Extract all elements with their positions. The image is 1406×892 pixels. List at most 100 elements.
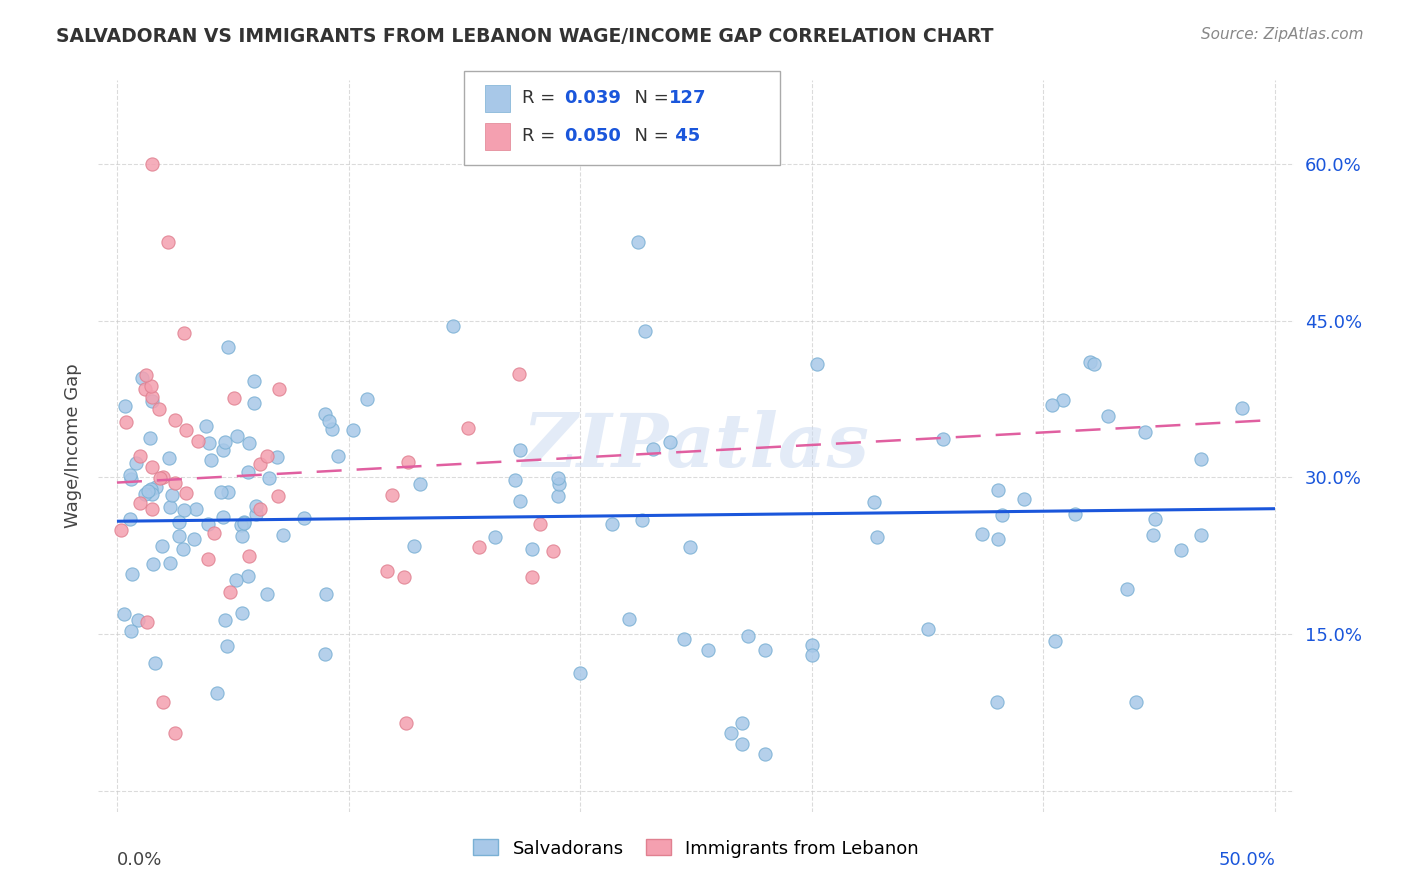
Salvadorans — [634, 324, 657, 338]
Salvadorans — [509, 494, 531, 508]
Text: 50.0%: 50.0% — [1218, 851, 1275, 869]
Salvadorans — [318, 414, 340, 428]
Salvadorans — [259, 471, 281, 485]
Immigrants from Lebanon — [163, 726, 186, 740]
Salvadorans — [548, 477, 571, 491]
Immigrants from Lebanon — [141, 390, 163, 404]
Salvadorans — [631, 513, 654, 527]
Salvadorans — [167, 515, 190, 529]
Salvadorans — [143, 656, 166, 670]
Text: 0.039: 0.039 — [564, 89, 620, 107]
Salvadorans — [186, 501, 208, 516]
Text: ZIPatlas: ZIPatlas — [523, 409, 869, 483]
Salvadorans — [986, 695, 1008, 709]
Immigrants from Lebanon — [163, 413, 186, 427]
Salvadorans — [987, 483, 1010, 497]
Immigrants from Lebanon — [395, 715, 418, 730]
Salvadorans — [197, 516, 219, 531]
Text: R =: R = — [522, 89, 561, 107]
Salvadorans — [731, 737, 754, 751]
Salvadorans — [547, 471, 569, 485]
Salvadorans — [1040, 398, 1063, 412]
Salvadorans — [271, 527, 294, 541]
Text: SALVADORAN VS IMMIGRANTS FROM LEBANON WAGE/INCOME GAP CORRELATION CHART: SALVADORAN VS IMMIGRANTS FROM LEBANON WA… — [56, 27, 994, 45]
Salvadorans — [720, 726, 742, 740]
Immigrants from Lebanon — [176, 486, 198, 500]
Salvadorans — [120, 472, 142, 486]
Salvadorans — [1078, 355, 1101, 369]
Salvadorans — [236, 568, 259, 582]
Salvadorans — [619, 612, 641, 626]
Immigrants from Lebanon — [457, 421, 479, 435]
Salvadorans — [737, 629, 759, 643]
Salvadorans — [160, 488, 183, 502]
Salvadorans — [229, 518, 252, 533]
Salvadorans — [402, 539, 425, 553]
Immigrants from Lebanon — [238, 549, 260, 563]
Immigrants from Lebanon — [173, 326, 195, 340]
Salvadorans — [114, 399, 136, 413]
Immigrants from Lebanon — [266, 489, 288, 503]
Salvadorans — [1142, 527, 1164, 541]
Salvadorans — [509, 442, 531, 457]
Salvadorans — [754, 747, 776, 762]
Salvadorans — [314, 647, 336, 661]
Salvadorans — [800, 638, 823, 652]
Salvadorans — [207, 686, 229, 700]
Salvadorans — [120, 624, 142, 638]
Immigrants from Lebanon — [141, 501, 163, 516]
Text: N =: N = — [623, 89, 675, 107]
Salvadorans — [520, 541, 543, 556]
Immigrants from Lebanon — [141, 157, 163, 171]
Salvadorans — [217, 341, 239, 355]
Salvadorans — [569, 665, 592, 680]
Text: 127: 127 — [669, 89, 707, 107]
Immigrants from Lebanon — [148, 402, 170, 417]
Salvadorans — [990, 508, 1012, 522]
Salvadorans — [159, 556, 181, 570]
Salvadorans — [131, 371, 153, 385]
Salvadorans — [731, 715, 754, 730]
Salvadorans — [172, 541, 194, 556]
Salvadorans — [145, 480, 167, 494]
Salvadorans — [314, 408, 336, 422]
Salvadorans — [243, 396, 266, 410]
Salvadorans — [627, 235, 650, 250]
Immigrants from Lebanon — [152, 695, 174, 709]
Salvadorans — [225, 429, 247, 443]
Immigrants from Lebanon — [148, 471, 170, 485]
Salvadorans — [1012, 492, 1035, 507]
Immigrants from Lebanon — [256, 449, 278, 463]
Salvadorans — [679, 540, 702, 554]
Immigrants from Lebanon — [375, 564, 398, 578]
Salvadorans — [139, 482, 162, 496]
Legend: Salvadorans, Immigrants from Lebanon: Salvadorans, Immigrants from Lebanon — [472, 839, 920, 857]
Salvadorans — [141, 487, 163, 501]
Salvadorans — [214, 613, 236, 627]
Salvadorans — [256, 587, 278, 601]
Salvadorans — [136, 484, 159, 499]
Immigrants from Lebanon — [129, 496, 152, 510]
Salvadorans — [195, 419, 218, 434]
Immigrants from Lebanon — [129, 450, 152, 464]
Salvadorans — [754, 642, 776, 657]
Salvadorans — [266, 450, 288, 464]
Salvadorans — [118, 512, 141, 526]
Immigrants from Lebanon — [139, 379, 162, 393]
Salvadorans — [987, 532, 1010, 546]
Salvadorans — [409, 477, 432, 491]
Immigrants from Lebanon — [541, 544, 564, 558]
Salvadorans — [245, 508, 267, 522]
Salvadorans — [159, 500, 181, 515]
Salvadorans — [1125, 695, 1147, 709]
Salvadorans — [1191, 528, 1213, 542]
Salvadorans — [321, 422, 343, 436]
Salvadorans — [1230, 401, 1253, 416]
Salvadorans — [198, 435, 221, 450]
Salvadorans — [1189, 452, 1212, 467]
Salvadorans — [238, 436, 260, 450]
Salvadorans — [315, 587, 337, 601]
Immigrants from Lebanon — [394, 569, 416, 583]
Immigrants from Lebanon — [135, 615, 157, 629]
Salvadorans — [231, 606, 253, 620]
